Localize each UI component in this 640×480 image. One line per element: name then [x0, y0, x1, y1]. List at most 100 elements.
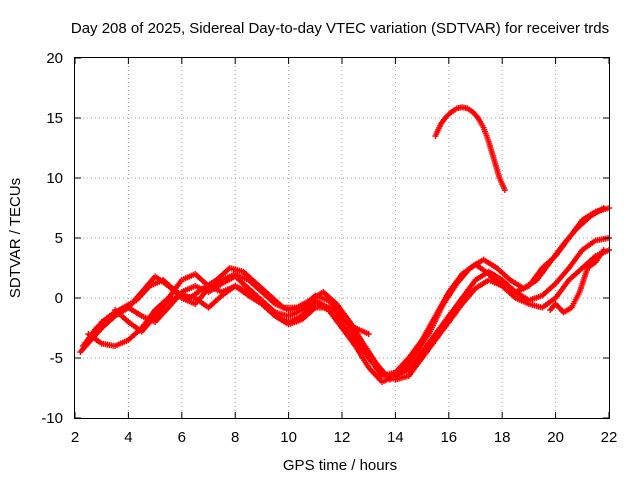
x-tick-label: 16 [440, 429, 457, 446]
data-band-segment [508, 278, 525, 291]
data-band-segment [340, 323, 357, 342]
data-band-segment [327, 305, 344, 322]
data-band-segment [100, 310, 117, 324]
data-band-segment [300, 305, 317, 322]
data-band-segment [394, 367, 410, 379]
x-tick-label: 20 [547, 429, 564, 446]
data-band-segment [487, 277, 504, 289]
data-band-segment [474, 278, 491, 291]
y-tick-label: 0 [55, 290, 63, 307]
data-band-segment [482, 257, 499, 270]
data-band-segment [433, 314, 451, 336]
data-band-segment [134, 284, 152, 302]
data-point [501, 187, 508, 193]
series-track-7 [547, 247, 607, 316]
y-axis-label: SDTVAR / TECUs [7, 178, 24, 298]
data-band-segment [553, 266, 571, 285]
data-band-segment [268, 293, 285, 310]
data-band-segment [180, 271, 197, 283]
y-tick-label: -5 [50, 350, 63, 367]
data-band-segment [87, 332, 103, 346]
data-band-segment [594, 235, 611, 244]
y-tick-label: 10 [46, 170, 63, 187]
data-band-segment [474, 269, 491, 282]
data-band-segment [321, 290, 339, 306]
data-band-segment [460, 104, 469, 111]
data-band-segment [540, 296, 557, 310]
series-track-4 [98, 247, 612, 383]
data-band-segment [444, 110, 454, 119]
data-band-segment [381, 370, 397, 382]
data-band-segment [354, 325, 370, 337]
x-tick-label: 18 [494, 429, 511, 446]
data-band-segment [207, 281, 224, 294]
data-band-segment [308, 290, 325, 303]
data-band-segment [193, 272, 210, 288]
chart-title: Day 208 of 2025, Sidereal Day-to-day VTE… [71, 20, 609, 37]
x-tick-label: 14 [387, 429, 404, 446]
data-band-segment [540, 281, 558, 298]
data-band-segment [447, 296, 464, 318]
data-band-segment [455, 104, 464, 111]
data-band-segment [113, 308, 130, 324]
data-band-segment [486, 141, 497, 161]
data-band-segment [407, 356, 424, 378]
data-band-segment [166, 278, 184, 300]
data-band-segment [353, 344, 371, 369]
data-band-segment [414, 330, 432, 354]
data-band-segment [535, 260, 552, 282]
y-tick-label: 20 [46, 50, 63, 67]
data-band-segment [193, 296, 210, 310]
x-tick-label: 8 [231, 429, 239, 446]
x-tick-label: 10 [280, 429, 297, 446]
grid-lines [75, 58, 609, 418]
data-band-segment [207, 293, 224, 310]
data-band-segment [180, 283, 197, 295]
series-track-2 [80, 205, 607, 383]
x-tick-label: 22 [601, 429, 618, 446]
data-band-segment [300, 302, 317, 318]
data-band-segment [561, 227, 579, 246]
data-band-segment [215, 266, 232, 282]
data-band-segment [233, 274, 251, 291]
series-track-1 [77, 205, 612, 379]
data-band-segment [514, 290, 531, 303]
data-band-segment [340, 317, 357, 330]
data-band-segment [466, 106, 474, 114]
data-band-segment [548, 242, 566, 264]
y-tick-label: -10 [41, 410, 63, 427]
data-band-segment [586, 260, 597, 270]
data-band-segment [247, 293, 264, 306]
series-track-5 [112, 283, 372, 337]
data-band-segment [500, 278, 518, 294]
data-band-segment [553, 278, 571, 300]
data-band-segment [428, 303, 446, 333]
data-band-segment [460, 287, 478, 306]
data-band-segment [522, 278, 539, 291]
data-band-segment [495, 266, 512, 282]
data-band-segment [194, 283, 210, 295]
data-band-segment [295, 298, 312, 310]
data-band-segment [577, 267, 590, 293]
data-band-segment [433, 123, 443, 137]
data-band-segment [260, 302, 277, 318]
x-tick-label: 12 [334, 429, 351, 446]
axis-ticks: 2 4 6 8 10 12 14 16 18 20 22 -10 -5 0 5 10 15 20 [41, 50, 617, 446]
data-band-segment [450, 106, 458, 114]
data-band-segment [334, 302, 352, 324]
data-band-segment [420, 338, 438, 360]
x-tick-label: 6 [178, 429, 186, 446]
x-axis-label: GPS time / hours [283, 457, 397, 474]
data-band-segment [233, 284, 250, 298]
data-band-segment [220, 284, 237, 298]
data-point [365, 331, 372, 337]
y-tick-label: 5 [55, 230, 63, 247]
data-point [600, 205, 607, 211]
data-band-segment [367, 356, 384, 374]
data-band-segment [433, 320, 451, 342]
data-band-segment [514, 295, 530, 307]
data-band-segment [220, 274, 237, 286]
data-band-segment [148, 277, 165, 289]
plot-frame [74, 57, 610, 419]
